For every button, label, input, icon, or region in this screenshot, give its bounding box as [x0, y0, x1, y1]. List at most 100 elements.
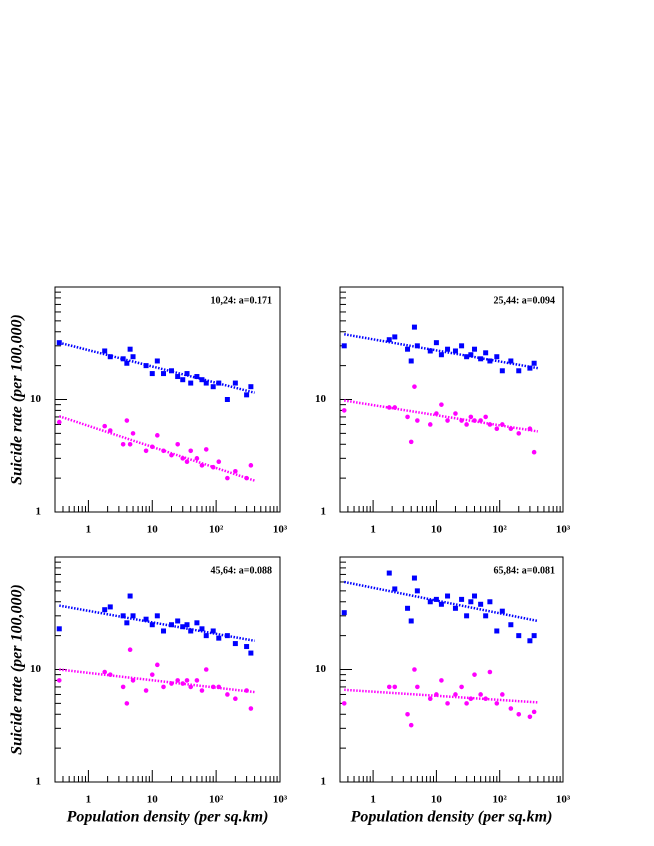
point: [168, 622, 174, 628]
point: [233, 696, 238, 702]
point: [180, 377, 186, 383]
point: [483, 613, 489, 619]
point: [102, 423, 107, 429]
point: [120, 356, 126, 362]
point: [453, 692, 458, 697]
point: [102, 669, 107, 675]
x-tick-label: 1: [86, 794, 92, 806]
point: [433, 340, 439, 346]
fit-line: [59, 604, 255, 643]
point: [412, 384, 417, 389]
point: [468, 414, 474, 420]
y-tick-label: 10: [30, 393, 42, 405]
point: [439, 678, 444, 683]
point: [516, 633, 522, 639]
point: [414, 588, 420, 594]
point: [459, 596, 465, 602]
point: [405, 711, 410, 717]
point: [203, 633, 209, 639]
point: [411, 324, 417, 330]
x-axis-label: Population density (per sq.km): [350, 809, 553, 826]
point: [244, 392, 250, 398]
point: [184, 371, 190, 377]
point: [225, 475, 230, 481]
point: [188, 380, 194, 386]
point: [487, 422, 493, 427]
point: [472, 418, 477, 423]
point: [427, 696, 433, 702]
fit-line: [344, 399, 539, 433]
point: [248, 463, 254, 468]
point: [244, 644, 250, 650]
point: [427, 422, 433, 427]
point: [527, 426, 533, 432]
point: [224, 633, 230, 639]
fit-line: [59, 668, 255, 694]
point: [464, 354, 470, 360]
point: [149, 622, 155, 628]
point: [56, 340, 62, 346]
point: [203, 667, 209, 672]
point: [199, 688, 205, 693]
point: [244, 688, 249, 693]
point: [516, 431, 522, 436]
point: [149, 371, 155, 377]
point: [468, 599, 474, 605]
point: [341, 701, 347, 706]
point: [130, 613, 136, 619]
point: [531, 360, 537, 366]
point: [508, 358, 514, 364]
point: [452, 605, 458, 611]
point: [408, 618, 414, 624]
point: [184, 459, 190, 464]
point: [445, 593, 451, 599]
point: [415, 684, 420, 690]
point: [161, 628, 167, 634]
point: [216, 380, 222, 386]
point: [124, 418, 130, 423]
point: [188, 684, 194, 690]
point: [494, 628, 500, 634]
point: [56, 678, 62, 683]
point: [386, 684, 392, 690]
point: [143, 363, 149, 369]
point: [130, 431, 136, 436]
annotation: 45,64: a=0.088: [210, 565, 272, 576]
point: [127, 441, 133, 447]
point: [386, 405, 392, 410]
point: [500, 692, 505, 697]
y-tick-label: 1: [36, 776, 42, 788]
point: [487, 599, 493, 605]
point: [341, 610, 347, 616]
x-tick-label: 10³: [556, 794, 571, 806]
point: [120, 613, 126, 619]
point: [155, 433, 160, 438]
x-tick-label: 10: [431, 794, 443, 806]
x-tick-label: 1: [86, 524, 92, 536]
point: [445, 418, 450, 423]
y-axis-label: Suicide rate (per 100,000): [9, 584, 26, 755]
point: [445, 701, 450, 706]
x-tick-label: 10²: [209, 524, 224, 536]
point: [459, 684, 464, 690]
point: [483, 414, 488, 420]
point: [386, 570, 392, 576]
point: [203, 447, 209, 452]
point: [184, 678, 190, 683]
point: [102, 348, 108, 354]
point: [531, 709, 537, 715]
point: [143, 616, 149, 622]
point: [527, 365, 533, 371]
point: [478, 692, 483, 697]
point: [149, 444, 155, 450]
point: [169, 681, 174, 686]
x-tick-label: 10²: [493, 794, 508, 806]
point: [216, 459, 222, 464]
y-tick-label: 1: [321, 776, 327, 788]
y-tick-label: 10: [315, 663, 327, 675]
point: [445, 346, 451, 352]
point: [386, 337, 392, 343]
point: [452, 348, 458, 354]
fit-line: [343, 580, 539, 623]
point: [127, 346, 133, 352]
